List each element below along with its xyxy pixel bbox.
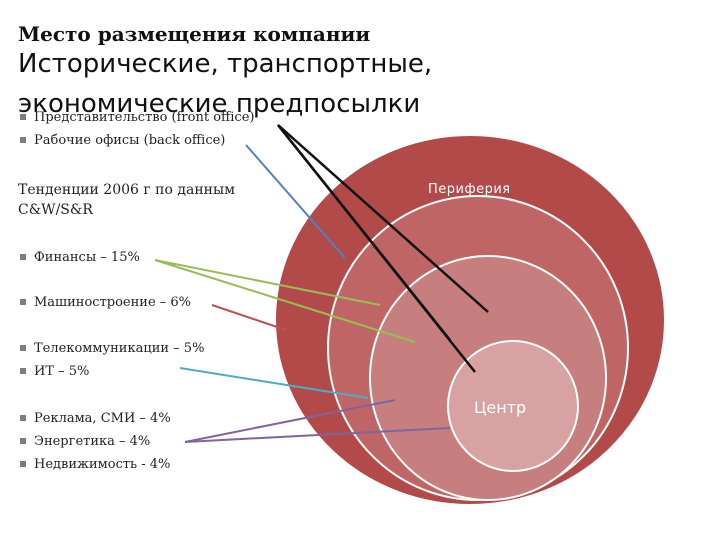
sector-group-machinery: Машиностроение – 6% [18, 291, 191, 314]
sector-realty: Недвижимость - 4% [34, 457, 171, 472]
list-item: Представительство (front office) [18, 106, 254, 129]
slide-subtitle: Место размещения компании [18, 22, 371, 46]
list-item: Рабочие офисы (back office) [18, 129, 254, 152]
back-office-connector-line [245, 144, 346, 259]
premise-back-office: Рабочие офисы (back office) [34, 133, 226, 148]
sector-telecom: Телекоммуникации – 5% [34, 341, 205, 356]
slide-title-line-1: Исторические, транспортные, [18, 49, 433, 79]
list-item: Недвижимость - 4% [18, 453, 171, 476]
front-office-connector-line-3 [277, 124, 476, 373]
center-circle [447, 340, 579, 472]
center-label: Центр [474, 398, 527, 417]
advertising-connector-line [184, 399, 396, 443]
periphery-label: Периферия [428, 182, 511, 197]
finance-connector-line-2 [154, 259, 416, 343]
trend-heading: Тенденции 2006 г по данным C&W/S&R [18, 182, 236, 218]
slide-title: Исторические, транспортные, экономически… [18, 44, 432, 124]
list-item: Машиностроение – 6% [18, 291, 191, 314]
premise-front-office: Представительство (front office) [34, 110, 255, 125]
sector-machinery: Машиностроение – 6% [34, 295, 192, 310]
machinery-connector-line [211, 304, 287, 331]
square-bullet-icon [20, 114, 26, 120]
slide-title-line-2: экономические предпосылки [18, 89, 421, 119]
square-bullet-icon [20, 368, 26, 374]
square-bullet-icon [20, 345, 26, 351]
finance-connector-line-1 [154, 259, 381, 306]
list-item: Телекоммуникации – 5% [18, 337, 204, 360]
premise-list: Представительство (front office) Рабочие… [18, 106, 254, 152]
square-bullet-icon [20, 254, 26, 260]
list-item: ИТ – 5% [18, 360, 204, 383]
square-bullet-icon [20, 299, 26, 305]
sector-advertising: Реклама, СМИ – 4% [34, 411, 171, 426]
sector-energy: Энергетика – 4% [34, 434, 151, 449]
sector-group-media-energy-realty: Реклама, СМИ – 4% Энергетика – 4% Недвиж… [18, 407, 171, 476]
square-bullet-icon [20, 461, 26, 467]
it-connector-line [179, 367, 369, 399]
front-office-connector-line-1 [277, 124, 489, 313]
list-item: Финансы – 15% [18, 246, 140, 269]
list-item: Энергетика – 4% [18, 430, 171, 453]
sector-group-telecom-it: Телекоммуникации – 5% ИТ – 5% [18, 337, 204, 383]
energy-connector-line [184, 427, 451, 443]
square-bullet-icon [20, 438, 26, 444]
sector-group-finance: Финансы – 15% [18, 246, 140, 269]
list-item: Реклама, СМИ – 4% [18, 407, 171, 430]
square-bullet-icon [20, 137, 26, 143]
sector-finance: Финансы – 15% [34, 250, 140, 265]
sector-it: ИТ – 5% [34, 364, 90, 379]
square-bullet-icon [20, 415, 26, 421]
